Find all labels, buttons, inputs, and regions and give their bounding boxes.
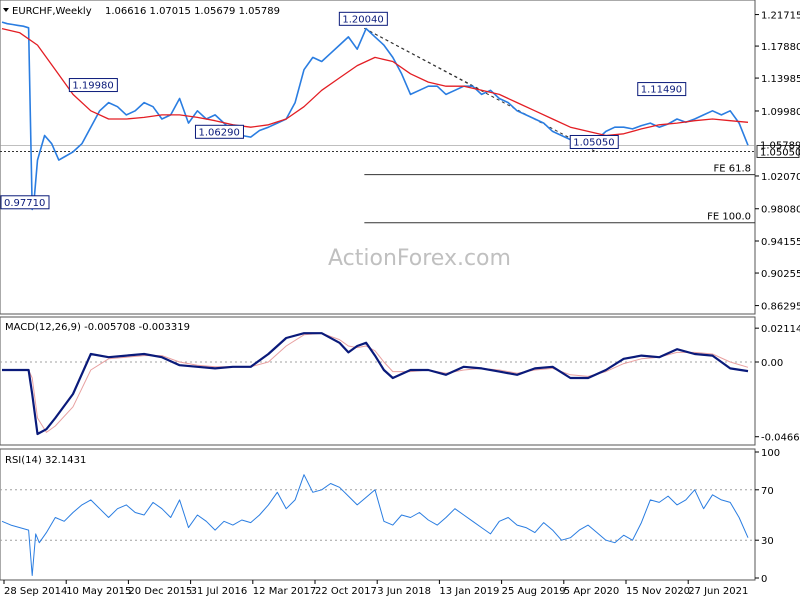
trend-line xyxy=(364,27,482,91)
annotation-box xyxy=(637,82,687,97)
current-price-label: 1.05789 xyxy=(760,140,800,151)
price-series xyxy=(1,21,749,211)
macd-axis: 0.021146 0.00 -0.046699 xyxy=(755,324,800,444)
price-panel xyxy=(0,0,756,315)
y-tick-label: 1.17880 xyxy=(761,42,800,53)
price-axis: 1.21715 1.17880 1.13985 1.09980 1.02070 0.980… xyxy=(755,11,800,313)
rsi-panel xyxy=(0,448,756,581)
y-tick-label: 0.021146 xyxy=(761,324,800,335)
ohlc-readout: 1.06616 1.07015 1.05679 1.05789 xyxy=(105,6,280,17)
support-price-label: 1.05050 xyxy=(760,147,800,158)
symbol-title: EURCHF,Weekly xyxy=(12,6,92,17)
price-trend-lines xyxy=(364,27,596,152)
annotation-label: 1.06290 xyxy=(194,124,244,139)
x-tick-label: 12 Mar 2017 xyxy=(253,586,316,597)
collapse-triangle-icon[interactable] xyxy=(3,8,9,12)
rsi-line xyxy=(1,474,749,576)
y-tick-label: 0.94155 xyxy=(761,237,800,248)
annotation-text: 1.06290 xyxy=(198,127,239,138)
y-tick-label: 1.13985 xyxy=(761,74,800,85)
support-price-box xyxy=(756,144,800,158)
rsi-series xyxy=(1,474,749,576)
annotation-label: 0.97710 xyxy=(0,195,50,210)
price-reference-lines: 1.05050 FE 61.8 FE 100.0 1.05789 xyxy=(0,140,800,224)
annotation-text: 1.11490 xyxy=(641,85,682,96)
x-tick-label: 28 Sep 2014 xyxy=(4,586,67,597)
annotation-box xyxy=(0,195,50,210)
y-tick-label: -0.046699 xyxy=(761,433,800,444)
annotation-box xyxy=(569,134,619,149)
annotation-label: 1.19980 xyxy=(68,78,118,93)
x-tick-label: 10 May 2015 xyxy=(66,586,131,597)
macd-title: MACD(12,26,9) -0.005708 -0.003319 xyxy=(5,322,190,333)
y-tick-label: 0.86295 xyxy=(761,302,800,313)
y-tick-label: 0.90255 xyxy=(761,269,800,280)
y-tick-label: 0 xyxy=(761,574,767,585)
watermark: ActionForex.com xyxy=(328,246,511,271)
price-annotations: 1.19980 1.06290 1.20040 1.05050 1.11490 0.977… xyxy=(0,11,687,210)
x-tick-label: 15 Nov 2020 xyxy=(626,586,690,597)
x-tick-label: 25 Aug 2019 xyxy=(502,586,566,597)
annotation-label: 1.20040 xyxy=(338,11,388,26)
macd-line xyxy=(2,332,749,436)
macd-panel xyxy=(0,316,756,446)
y-tick-label: 1.09980 xyxy=(761,107,800,118)
rsi-axis: 100 70 30 0 xyxy=(755,448,780,585)
y-tick-label: 0.98080 xyxy=(761,205,800,216)
macd-series xyxy=(2,332,749,436)
x-tick-label: 27 Jun 2021 xyxy=(688,586,748,597)
rsi-grid xyxy=(0,489,755,541)
y-tick-label: 0.00 xyxy=(761,358,783,369)
x-tick-label: 5 Apr 2020 xyxy=(564,586,619,597)
annotation-text: 1.05050 xyxy=(573,137,614,148)
annotation-label: 1.11490 xyxy=(637,82,687,97)
y-tick-label: 30 xyxy=(761,536,774,547)
fe-label: FE 61.8 xyxy=(713,164,751,175)
y-tick-label: 100 xyxy=(761,448,780,459)
x-tick-label: 20 Dec 2015 xyxy=(128,586,192,597)
y-tick-label: 70 xyxy=(761,486,774,497)
y-tick-label: 1.02070 xyxy=(761,172,800,183)
rsi-title: RSI(14) 32.1431 xyxy=(5,455,86,466)
annotation-label: 1.05050 xyxy=(569,134,619,149)
annotation-box xyxy=(68,78,118,93)
y-tick-label: 1.21715 xyxy=(761,11,800,22)
annotation-box xyxy=(194,124,244,139)
x-tick-label: 13 Jan 2019 xyxy=(439,586,499,597)
fe-label: FE 100.0 xyxy=(707,212,751,223)
x-tick-label: 3 Jun 2018 xyxy=(377,586,431,597)
x-tick-label: 31 Jul 2016 xyxy=(191,586,248,597)
price-line xyxy=(1,21,749,211)
annotation-text: 0.97710 xyxy=(4,198,45,209)
annotation-text: 1.20040 xyxy=(342,14,383,25)
moving-average-line xyxy=(1,27,749,137)
annotation-box xyxy=(338,11,388,26)
signal-line xyxy=(2,332,749,433)
x-tick-label: 22 Oct 2017 xyxy=(315,586,377,597)
annotation-text: 1.19980 xyxy=(72,81,113,92)
